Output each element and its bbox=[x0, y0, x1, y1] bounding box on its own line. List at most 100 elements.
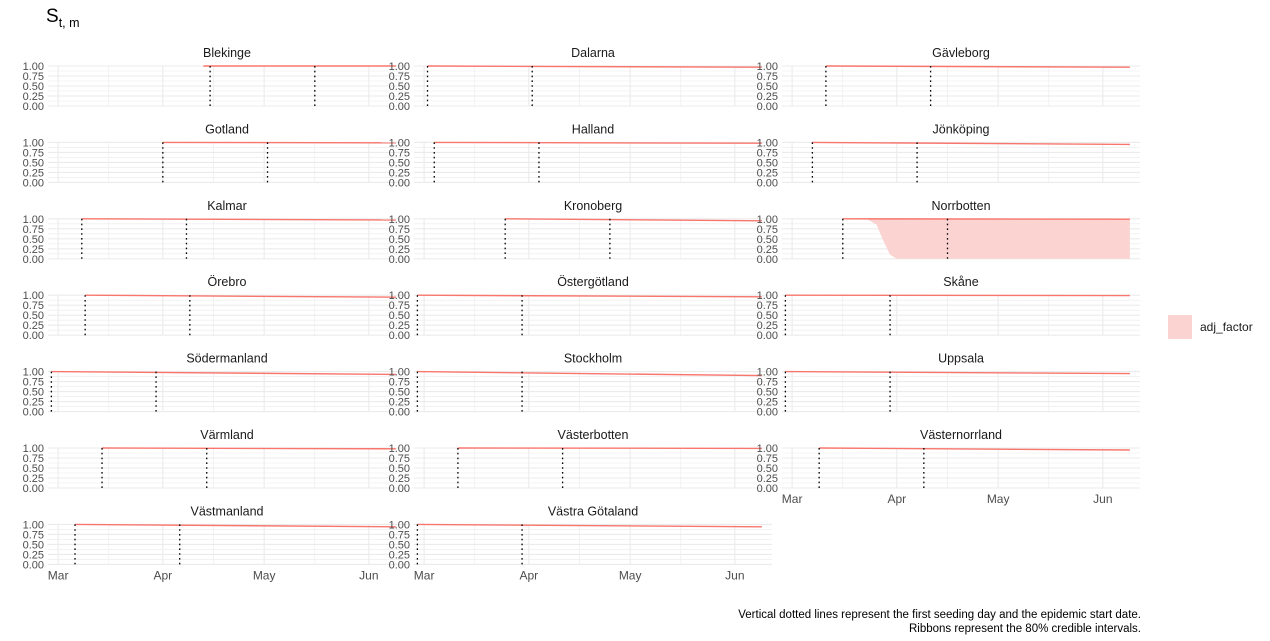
x-tick-label: Jun bbox=[725, 568, 744, 582]
y-tick-label: 1.00 bbox=[757, 61, 778, 73]
y-tick-label: 0.75 bbox=[23, 71, 44, 83]
x-tick-label: Apr bbox=[887, 492, 906, 506]
y-tick-label: 0.00 bbox=[23, 101, 44, 113]
y-tick-label: 0.25 bbox=[757, 91, 778, 103]
panel-blekinge: Blekinge 0.000.250.500.751.00 bbox=[23, 46, 406, 113]
y-tick-label: 0.25 bbox=[23, 397, 44, 409]
series-line-gavleborg bbox=[825, 65, 1130, 68]
panel-title-gavleborg: Gävleborg bbox=[932, 46, 990, 60]
panel-title-vastmanland: Västmanland bbox=[191, 504, 264, 518]
y-tick-label: 0.75 bbox=[23, 147, 44, 159]
y-tick-label: 0.75 bbox=[389, 147, 410, 159]
y-tick-label: 0.50 bbox=[23, 157, 44, 169]
panel-jonkoping: Jönköping 0.000.250.500.751.00 bbox=[757, 122, 1140, 189]
panel-title-ostergotland: Östergötland bbox=[557, 275, 629, 289]
y-tick-label: 0.75 bbox=[23, 529, 44, 541]
y-tick-label: 0.75 bbox=[23, 300, 44, 312]
panel-title-blekinge: Blekinge bbox=[203, 46, 251, 60]
y-tick-label: 1.00 bbox=[757, 443, 778, 455]
panel-title-jonkoping: Jönköping bbox=[933, 122, 990, 136]
x-tick-label: Mar bbox=[48, 568, 69, 582]
x-tick-label: Jun bbox=[359, 568, 378, 582]
y-tick-label: 1.00 bbox=[389, 290, 410, 302]
y-tick-label: 0.25 bbox=[23, 549, 44, 561]
y-tick-label: 1.00 bbox=[23, 519, 44, 531]
y-tick-label: 0.00 bbox=[389, 407, 410, 419]
panel-title-uppsala: Uppsala bbox=[938, 352, 984, 366]
ribbon-norrbotten bbox=[842, 218, 1130, 259]
panel-gotland: Gotland 0.000.250.500.751.00 bbox=[23, 122, 406, 189]
y-tick-label: 0.50 bbox=[757, 310, 778, 322]
y-tick-label: 1.00 bbox=[23, 137, 44, 149]
panel-norrbotten: Norrbotten 0.000.250.500.751.00 bbox=[757, 199, 1140, 266]
panel-title-kalmar: Kalmar bbox=[207, 199, 247, 213]
y-tick-label: 0.25 bbox=[23, 473, 44, 485]
panel-vasterbotten: Västerbotten 0.000.250.500.751.00 bbox=[389, 428, 772, 495]
y-tick-label: 0.75 bbox=[757, 377, 778, 389]
y-tick-label: 0.00 bbox=[23, 254, 44, 266]
series-line-stockholm bbox=[417, 370, 762, 377]
y-tick-label: 0.00 bbox=[757, 177, 778, 189]
series-line-vasternorrland bbox=[819, 447, 1130, 451]
y-tick-label: 0.25 bbox=[389, 91, 410, 103]
y-tick-label: 0.75 bbox=[389, 453, 410, 465]
y-tick-label: 0.50 bbox=[23, 463, 44, 475]
y-tick-label: 0.25 bbox=[23, 320, 44, 332]
legend-key-adj-factor bbox=[1168, 315, 1192, 339]
panel-title-gotland: Gotland bbox=[205, 122, 249, 136]
panel-ostergotland: Östergötland 0.000.250.500.751.00 bbox=[389, 275, 772, 342]
y-tick-label: 0.50 bbox=[23, 539, 44, 551]
y-tick-label: 0.25 bbox=[23, 91, 44, 103]
panel-vastmanland: Västmanland 0.000.250.500.751.00 Mar Apr May… bbox=[23, 504, 406, 582]
x-tick-label: Apr bbox=[519, 568, 538, 582]
series-line-uppsala bbox=[785, 370, 1130, 375]
panel-sodermanland: Södermanland 0.000.250.500.751.00 bbox=[23, 352, 406, 419]
series-line-jonkoping bbox=[812, 141, 1130, 146]
series-line-orebro bbox=[85, 294, 396, 298]
panel-title-varmland: Värmland bbox=[200, 428, 254, 442]
y-tick-label: 0.25 bbox=[757, 167, 778, 179]
y-tick-label: 0.00 bbox=[389, 483, 410, 495]
y-tick-label: 1.00 bbox=[757, 214, 778, 226]
y-tick-label: 0.75 bbox=[757, 453, 778, 465]
panel-title-kronoberg: Kronoberg bbox=[564, 199, 622, 213]
panel-title-vastra-gotaland: Västra Götaland bbox=[548, 504, 638, 518]
series-line-dalarna bbox=[427, 65, 762, 68]
caption-line-1: Vertical dotted lines represent the firs… bbox=[738, 609, 1141, 621]
y-tick-label: 0.75 bbox=[757, 71, 778, 83]
y-tick-label: 1.00 bbox=[389, 137, 410, 149]
y-tick-label: 0.00 bbox=[23, 407, 44, 419]
y-tick-label: 0.50 bbox=[389, 234, 410, 246]
y-tick-label: 0.50 bbox=[389, 387, 410, 399]
panel-halland: Halland 0.000.250.500.751.00 bbox=[389, 122, 772, 189]
y-tick-label: 0.25 bbox=[389, 549, 410, 561]
panel-kronoberg: Kronoberg 0.000.250.500.751.00 bbox=[389, 199, 772, 266]
y-tick-label: 0.00 bbox=[389, 177, 410, 189]
y-tick-label: 1.00 bbox=[757, 367, 778, 379]
y-tick-label: 0.50 bbox=[757, 387, 778, 399]
y-tick-label: 0.50 bbox=[389, 81, 410, 93]
y-tick-label: 1.00 bbox=[389, 443, 410, 455]
y-tick-label: 0.00 bbox=[23, 559, 44, 571]
panel-orebro: Örebro 0.000.250.500.751.00 bbox=[23, 275, 406, 342]
y-tick-label: 0.75 bbox=[23, 224, 44, 236]
y-tick-label: 0.25 bbox=[23, 244, 44, 256]
series-line-kalmar bbox=[81, 218, 396, 221]
y-tick-label: 0.00 bbox=[757, 407, 778, 419]
y-tick-label: 0.75 bbox=[757, 147, 778, 159]
y-tick-label: 0.00 bbox=[389, 101, 410, 113]
series-line-sodermanland bbox=[51, 370, 396, 376]
facet-panels: Blekinge0.000.250.500.751.00Dalarna0.000… bbox=[23, 46, 1140, 582]
y-tick-label: 0.75 bbox=[23, 377, 44, 389]
panel-vasternorrland: Västernorrland 0.000.250.500.751.00 Mar Apr… bbox=[757, 428, 1140, 506]
caption-line-2: Ribbons represent the 80% credible inter… bbox=[909, 623, 1141, 635]
y-tick-label: 0.75 bbox=[389, 377, 410, 389]
x-tick-label: May bbox=[987, 492, 1010, 506]
panel-kalmar: Kalmar 0.000.250.500.751.00 bbox=[23, 199, 406, 266]
y-tick-label: 0.50 bbox=[389, 539, 410, 551]
series-line-halland bbox=[434, 141, 762, 144]
series-line-ostergotland bbox=[417, 294, 762, 298]
y-tick-label: 0.25 bbox=[389, 473, 410, 485]
y-tick-label: 0.50 bbox=[23, 387, 44, 399]
